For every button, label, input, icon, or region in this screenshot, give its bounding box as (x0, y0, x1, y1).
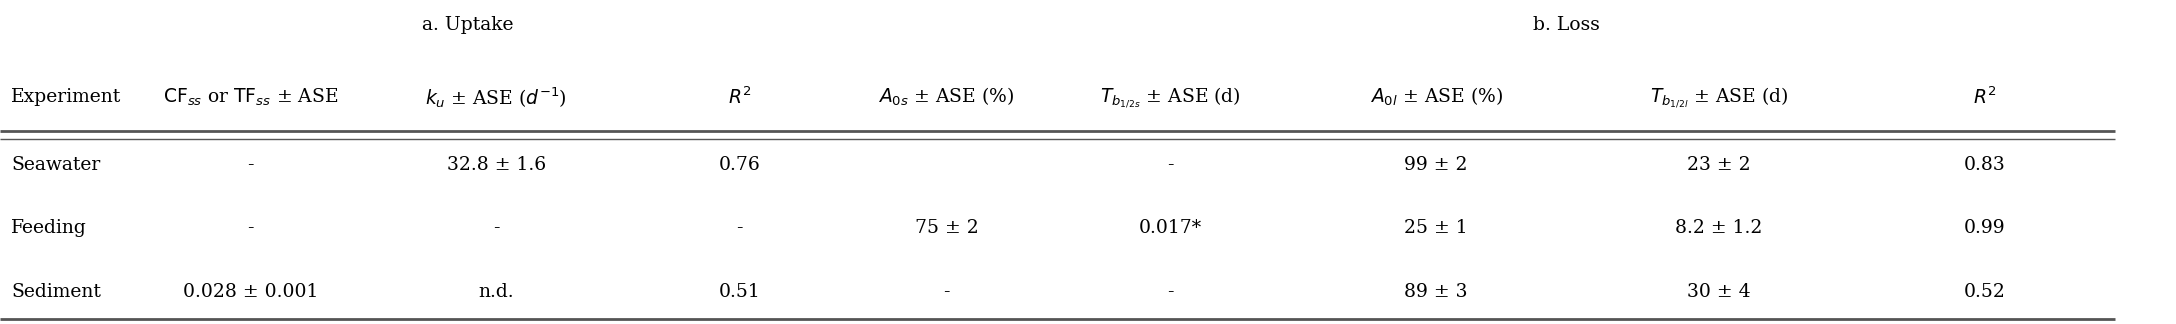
Text: -: - (944, 283, 949, 301)
Text: 75 ± 2: 75 ± 2 (914, 219, 979, 237)
Text: -: - (248, 219, 252, 237)
Text: $A_{0l}$ ± ASE (%): $A_{0l}$ ± ASE (%) (1369, 86, 1504, 108)
Text: 0.83: 0.83 (1963, 156, 2006, 174)
Text: -: - (494, 219, 498, 237)
Text: $T_{b_{1/2s}}$ ± ASE (d): $T_{b_{1/2s}}$ ± ASE (d) (1101, 85, 1240, 110)
Text: 32.8 ± 1.6: 32.8 ± 1.6 (446, 156, 546, 174)
Text: Sediment: Sediment (11, 283, 100, 301)
Text: 25 ± 1: 25 ± 1 (1404, 219, 1469, 237)
Text: -: - (738, 219, 742, 237)
Text: 23 ± 2: 23 ± 2 (1686, 156, 1752, 174)
Text: $R^{2}$: $R^{2}$ (729, 87, 751, 108)
Text: 0.99: 0.99 (1963, 219, 2006, 237)
Text: -: - (1169, 283, 1173, 301)
Text: 8.2 ± 1.2: 8.2 ± 1.2 (1676, 219, 1763, 237)
Text: Feeding: Feeding (11, 219, 87, 237)
Text: $k_{u}$ ± ASE ($d^{-1}$): $k_{u}$ ± ASE ($d^{-1}$) (424, 85, 568, 110)
Text: 0.028 ± 0.001: 0.028 ± 0.001 (183, 283, 318, 301)
Text: Seawater: Seawater (11, 156, 100, 174)
Text: $R^{2}$: $R^{2}$ (1974, 87, 1995, 108)
Text: 89 ± 3: 89 ± 3 (1404, 283, 1469, 301)
Text: 0.76: 0.76 (718, 156, 762, 174)
Text: $T_{b_{1/2l}}$ ± ASE (d): $T_{b_{1/2l}}$ ± ASE (d) (1649, 85, 1789, 110)
Text: 0.017*: 0.017* (1138, 219, 1203, 237)
Text: b. Loss: b. Loss (1534, 16, 1599, 34)
Text: a. Uptake: a. Uptake (422, 16, 514, 34)
Text: -: - (248, 156, 252, 174)
Text: 0.51: 0.51 (718, 283, 762, 301)
Text: $\mathrm{CF}_{ss}$ or $\mathrm{TF}_{ss}$ ± ASE: $\mathrm{CF}_{ss}$ or $\mathrm{TF}_{ss}$… (163, 87, 337, 108)
Text: Experiment: Experiment (11, 88, 122, 106)
Text: 30 ± 4: 30 ± 4 (1686, 283, 1752, 301)
Text: $A_{0s}$ ± ASE (%): $A_{0s}$ ± ASE (%) (879, 86, 1014, 108)
Text: 99 ± 2: 99 ± 2 (1404, 156, 1469, 174)
Text: -: - (1169, 156, 1173, 174)
Text: 0.52: 0.52 (1963, 283, 2006, 301)
Text: n.d.: n.d. (479, 283, 514, 301)
